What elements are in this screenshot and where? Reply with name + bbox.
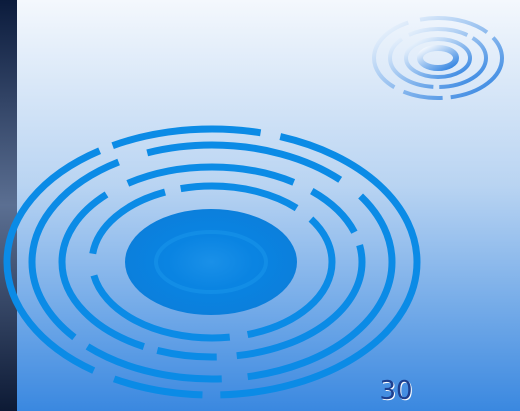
page-number: 30 — [379, 376, 413, 406]
